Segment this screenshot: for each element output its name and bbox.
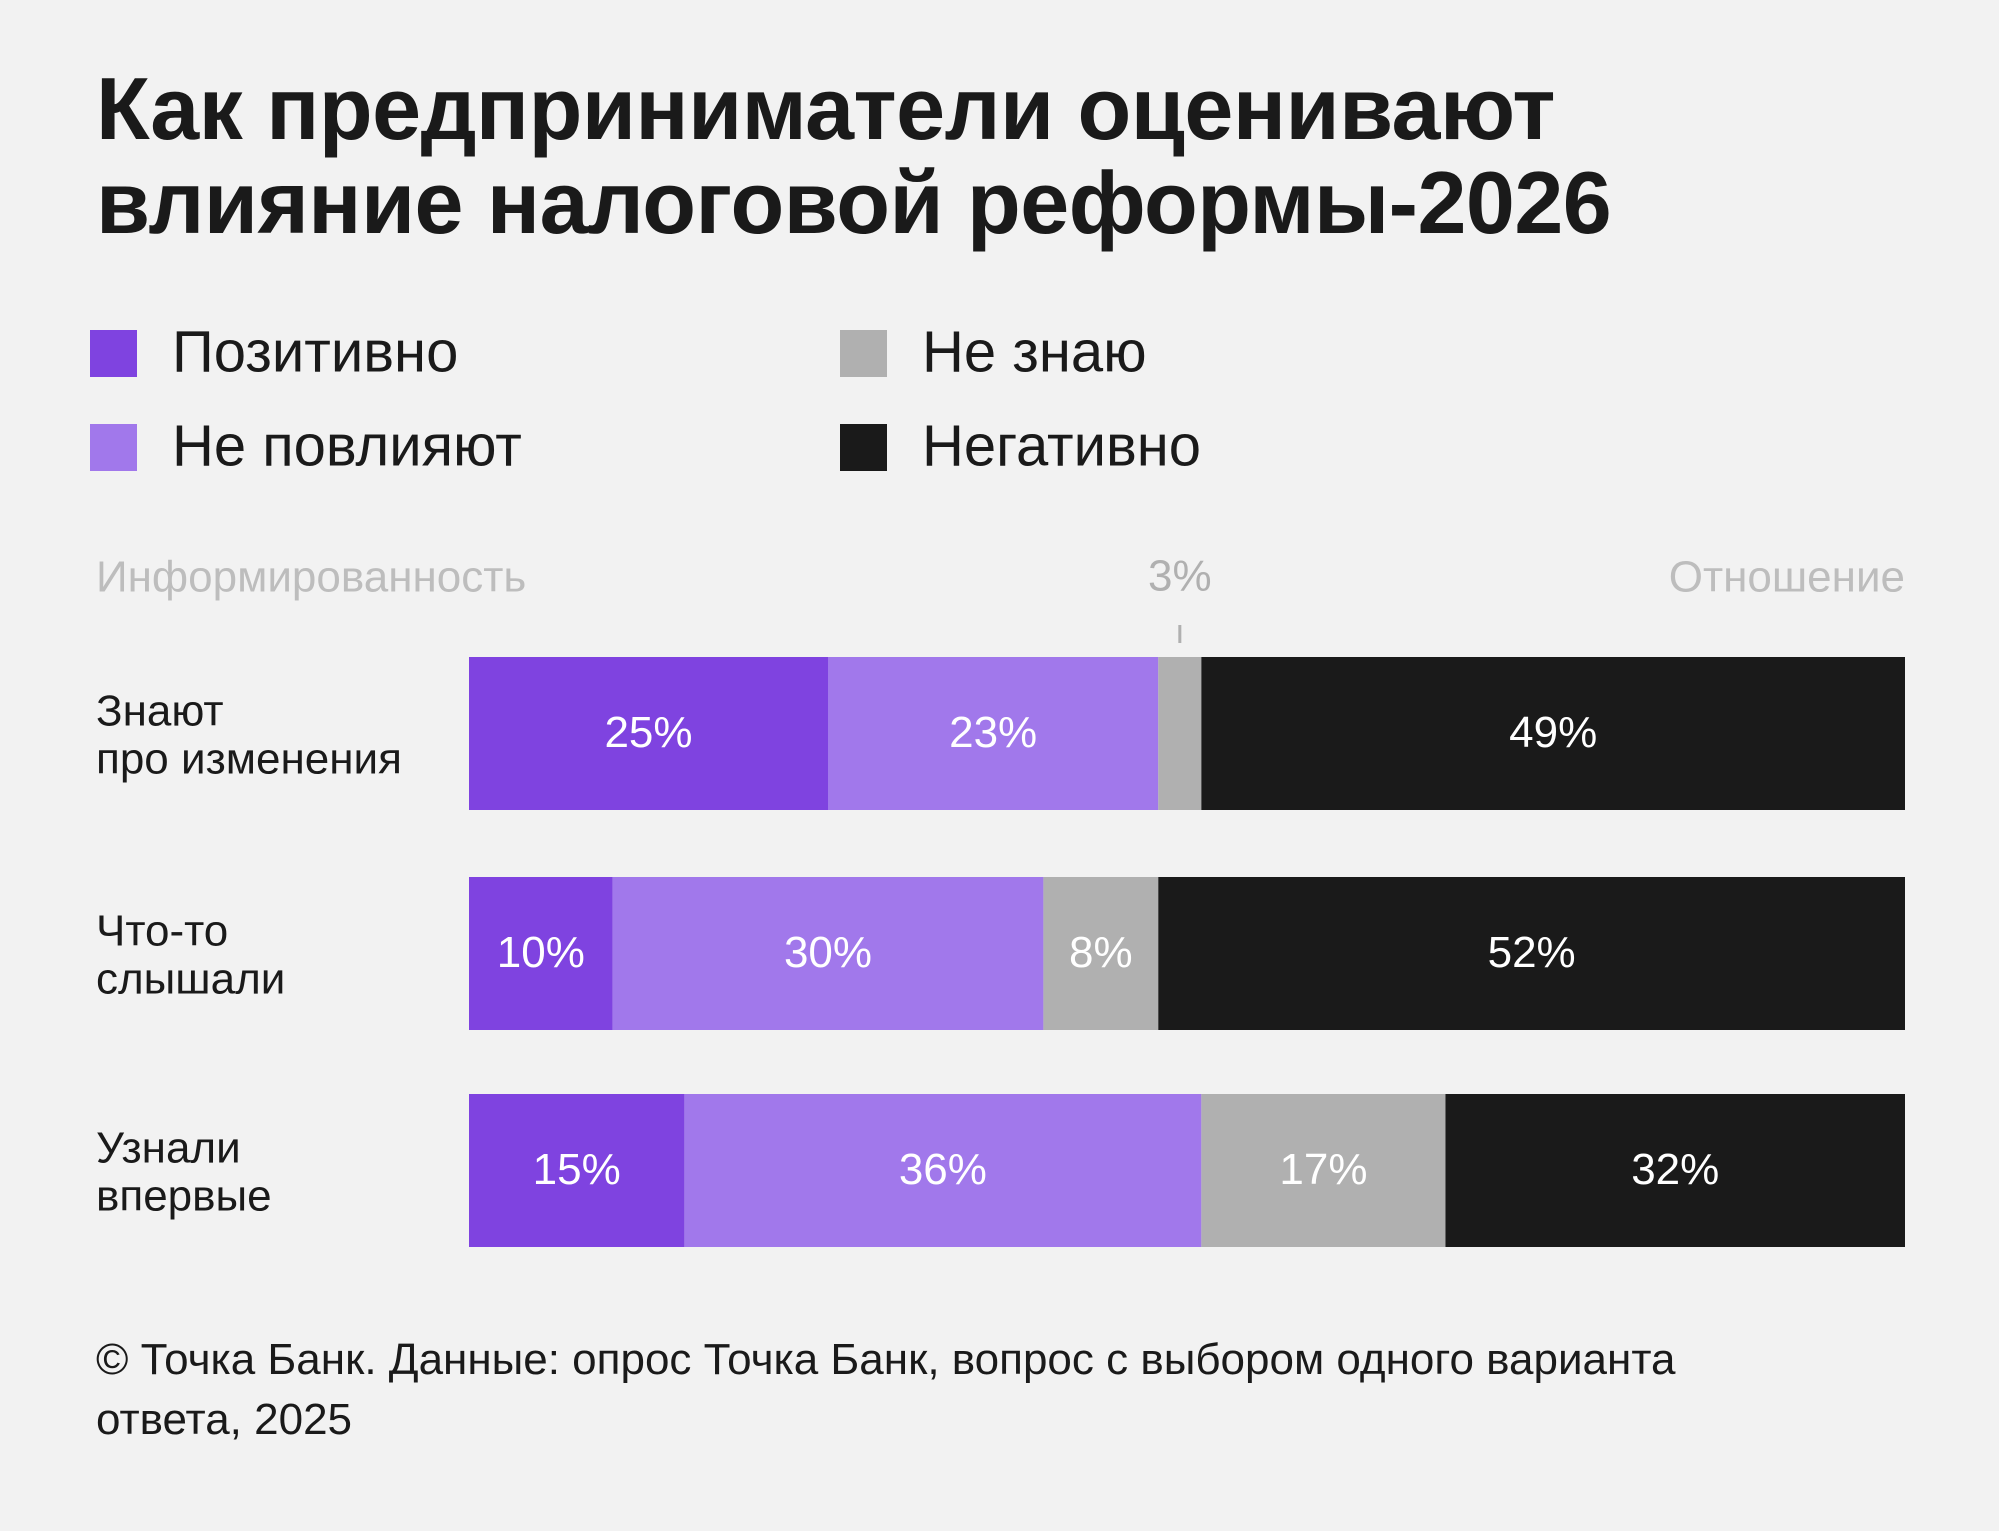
value-label: 49% bbox=[1509, 708, 1597, 757]
chart-title: Как предприниматели оценивают влияние на… bbox=[96, 59, 1612, 252]
category-header: Информированность bbox=[96, 553, 526, 602]
value-label: 52% bbox=[1488, 928, 1576, 977]
category-label: впервые bbox=[96, 1172, 272, 1221]
legend-swatch bbox=[90, 424, 137, 471]
legend-swatch bbox=[840, 424, 887, 471]
value-label: 8% bbox=[1069, 928, 1133, 977]
bar-segment bbox=[1201, 657, 1905, 810]
value-label: 17% bbox=[1279, 1145, 1367, 1194]
value-label: 30% bbox=[784, 928, 872, 977]
source-note: © Точка Банк. Данные: опрос Точка Банк, … bbox=[96, 1335, 1676, 1444]
bar-segment bbox=[1158, 657, 1202, 810]
bar-segment bbox=[1201, 1094, 1446, 1247]
value-label: 36% bbox=[899, 1145, 987, 1194]
value-header: Отношение bbox=[1669, 553, 1905, 602]
legend-swatch bbox=[90, 330, 137, 377]
legend-swatch bbox=[840, 330, 887, 377]
value-label: 10% bbox=[497, 928, 585, 977]
category-label: Что-то bbox=[96, 907, 228, 956]
bar-segment bbox=[1445, 1094, 1905, 1247]
bar-segment bbox=[469, 877, 613, 1030]
bar-segment bbox=[1158, 877, 1905, 1030]
value-label: 3% bbox=[1148, 552, 1212, 601]
value-label: 15% bbox=[533, 1145, 621, 1194]
legend-label: Не повлияют bbox=[172, 413, 522, 478]
legend-label: Не знаю bbox=[922, 319, 1147, 384]
bar-segment bbox=[469, 1094, 685, 1247]
bar-segment bbox=[684, 1094, 1202, 1247]
bar-segment bbox=[1043, 877, 1159, 1030]
legend-label: Позитивно bbox=[172, 319, 458, 384]
category-label: Узнали bbox=[96, 1124, 241, 1173]
category-label: Знают bbox=[96, 687, 224, 736]
category-label: слышали bbox=[96, 955, 285, 1004]
value-label: 32% bbox=[1631, 1145, 1719, 1194]
bar-segment bbox=[612, 877, 1044, 1030]
bar-segment bbox=[469, 657, 828, 810]
category-label: про изменения bbox=[96, 735, 402, 784]
bar-segment bbox=[828, 657, 1159, 810]
legend-label: Негативно bbox=[922, 413, 1201, 478]
value-label: 25% bbox=[604, 708, 692, 757]
value-label: 23% bbox=[949, 708, 1037, 757]
